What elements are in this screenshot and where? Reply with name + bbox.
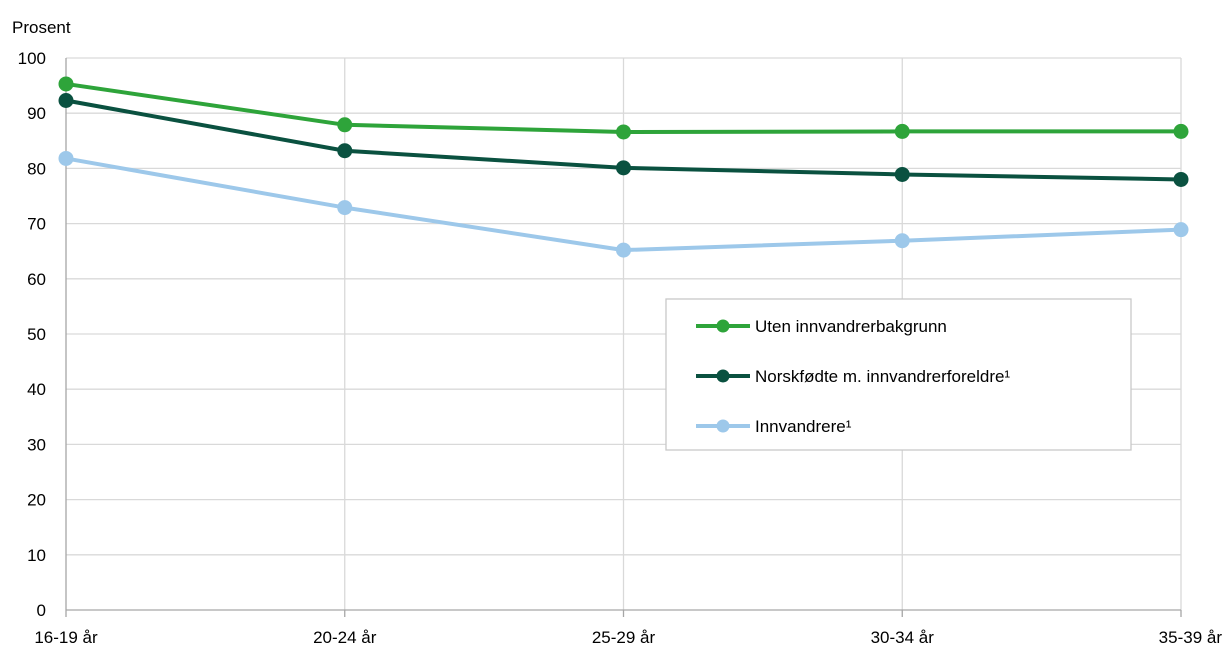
series-2 <box>58 93 1189 187</box>
data-point <box>894 166 910 182</box>
data-point <box>616 124 631 140</box>
data-point <box>894 233 910 249</box>
legend-swatch-marker <box>716 419 730 433</box>
data-point <box>1173 123 1189 139</box>
legend-label: Norskfødte m. innvandrerforeldre¹ <box>755 367 1010 386</box>
x-tick-label: 16-19 år <box>34 628 98 647</box>
data-point <box>1173 222 1189 238</box>
y-tick-label: 30 <box>27 435 46 454</box>
data-point <box>58 150 74 166</box>
y-tick-label: 90 <box>27 104 46 123</box>
y-tick-label: 0 <box>37 601 46 620</box>
legend: Uten innvandrerbakgrunn Norskfødte m. inn… <box>665 298 1132 451</box>
y-tick-label: 100 <box>18 49 46 68</box>
x-tick-label: 20-24 år <box>313 628 377 647</box>
legend-item: Uten innvandrerbakgrunn <box>696 317 947 336</box>
data-point <box>337 143 353 159</box>
y-tick-label: 80 <box>27 159 46 178</box>
y-tick-label: 70 <box>27 215 46 234</box>
axes: 0 10 20 30 40 50 60 70 80 90 100 16-19 år 20-24 år 25… <box>18 49 1223 647</box>
y-tick-label: 50 <box>27 325 46 344</box>
legend-label: Innvandrere¹ <box>755 417 852 436</box>
legend-swatch-marker <box>716 369 730 383</box>
series-1 <box>58 76 1189 140</box>
data-point <box>58 93 74 109</box>
y-tick-label: 10 <box>27 546 46 565</box>
x-tick-label: 30-34 år <box>871 628 935 647</box>
series <box>58 76 1189 258</box>
legend-item: Innvandrere¹ <box>696 417 852 436</box>
legend-item: Norskfødte m. innvandrerforeldre¹ <box>696 367 1010 386</box>
legend-label: Uten innvandrerbakgrunn <box>755 317 947 336</box>
x-tick-label: 25-29 år <box>592 628 656 647</box>
series-3 <box>58 150 1189 258</box>
data-point <box>58 76 74 92</box>
data-point <box>1173 171 1189 187</box>
data-point <box>616 160 631 176</box>
data-point <box>337 200 353 216</box>
y-axis-title: Prosent <box>12 18 71 37</box>
legend-swatch-marker <box>716 319 730 333</box>
y-tick-label: 20 <box>27 491 46 510</box>
data-point <box>616 242 631 258</box>
y-tick-label: 40 <box>27 380 46 399</box>
data-point <box>894 123 910 139</box>
data-point <box>337 117 353 133</box>
x-tick-label: 35-39 år <box>1159 628 1223 647</box>
y-tick-label: 60 <box>27 270 46 289</box>
